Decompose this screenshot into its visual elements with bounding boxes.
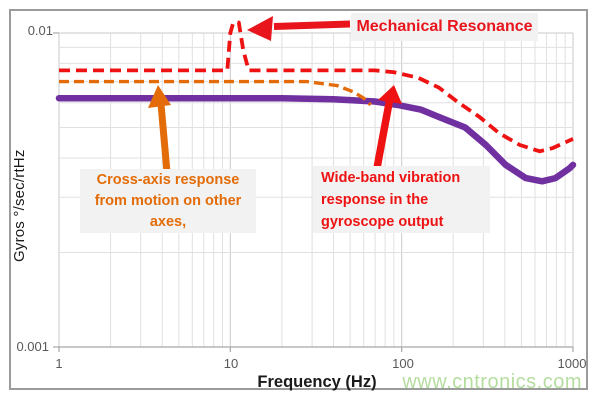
cross-axis-text-line1: Cross-axis response [96, 172, 240, 188]
y-axis-title: Gyros °/sec/rtHz [11, 149, 28, 262]
x-axis-title: Frequency (Hz) [257, 373, 377, 391]
mechanical-resonance-text: Mechanical Resonance [356, 18, 533, 35]
x-tick-100: 100 [392, 356, 414, 371]
wideband-vibration-label: Wide-band vibration response in the gyro… [313, 166, 490, 233]
cross-axis-text-line2: from motion on other [94, 193, 242, 209]
x-tick-1000: 1000 [557, 356, 587, 371]
y-tick-0p01: 0.01 [27, 23, 53, 38]
cross-axis-label: Cross-axis response from motion on other… [80, 169, 256, 233]
wideband-text-line1: Wide-band vibration [321, 170, 461, 186]
watermark-text: www.cntronics.com [402, 371, 582, 393]
wideband-text-line3: gyroscope output [321, 214, 444, 230]
y-tick-0p001: 0.001 [16, 339, 49, 354]
x-tick-1: 1 [55, 356, 63, 371]
x-tick-10: 10 [223, 356, 239, 371]
cross-axis-text-line3: axes, [149, 214, 187, 230]
wideband-text-line2: response in the [321, 192, 429, 208]
mechanical-resonance-label: Mechanical Resonance [351, 13, 538, 41]
